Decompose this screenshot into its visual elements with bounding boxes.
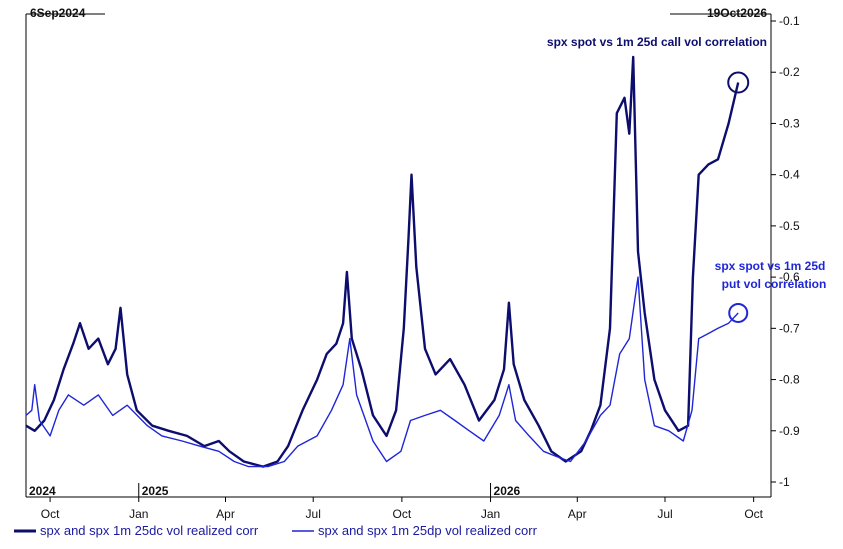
series-line-put bbox=[25, 276, 739, 468]
put-annotation-line2: put vol correlation bbox=[722, 277, 827, 291]
put-endpoint-circle bbox=[728, 302, 749, 323]
legend-entry: spx and spx 1m 25dc vol realized corr bbox=[40, 523, 259, 538]
y-tick-label: -0.2 bbox=[779, 65, 800, 79]
x-tick-label: Apr bbox=[216, 507, 235, 521]
annotation-layer: spx spot vs 1m 25d call vol correlation s… bbox=[547, 35, 827, 323]
y-tick-label: -0.1 bbox=[779, 14, 800, 28]
y-tick-label: -0.5 bbox=[779, 219, 800, 233]
y-tick-label: -0.8 bbox=[779, 373, 800, 387]
x-tick-label: Oct bbox=[744, 507, 763, 521]
legend-entry: spx and spx 1m 25dp vol realized corr bbox=[318, 523, 538, 538]
x-tick-label: Jul bbox=[306, 507, 321, 521]
y-tick-label: -0.7 bbox=[779, 321, 800, 335]
y-tick-label: -0.6 bbox=[779, 270, 800, 284]
x-tick-label: Jan bbox=[481, 507, 500, 521]
call-endpoint-circle bbox=[727, 71, 750, 94]
call-annotation: spx spot vs 1m 25d call vol correlation bbox=[547, 35, 767, 49]
year-label: 2026 bbox=[494, 484, 521, 498]
y-tick-label: -0.9 bbox=[779, 424, 800, 438]
y-tick-label: -1 bbox=[779, 475, 790, 489]
x-tick-label: Jan bbox=[129, 507, 148, 521]
end-date-label: 19Oct2026 bbox=[707, 6, 767, 20]
year-label: 2025 bbox=[142, 484, 169, 498]
start-date-label: 6Sep2024 bbox=[30, 6, 86, 20]
put-annotation-line1: spx spot vs 1m 25d bbox=[715, 259, 826, 273]
x-tick-label: Apr bbox=[568, 507, 587, 521]
series-line-call bbox=[25, 55, 740, 468]
y-tick-label: -0.3 bbox=[779, 116, 800, 130]
x-tick-label: Oct bbox=[393, 507, 412, 521]
legend: spx and spx 1m 25dc vol realized corr spx… bbox=[14, 523, 538, 538]
x-tick-label: Oct bbox=[41, 507, 60, 521]
y-tick-label: -0.4 bbox=[779, 168, 800, 182]
year-label: 2024 bbox=[29, 484, 56, 498]
axes: 6Sep2024 19Oct2026 -0.1 -0.2 -0.3 -0.4 -0.5 -0.… bbox=[25, 6, 800, 521]
x-tick-label: Jul bbox=[657, 507, 672, 521]
series-layer bbox=[25, 55, 740, 468]
